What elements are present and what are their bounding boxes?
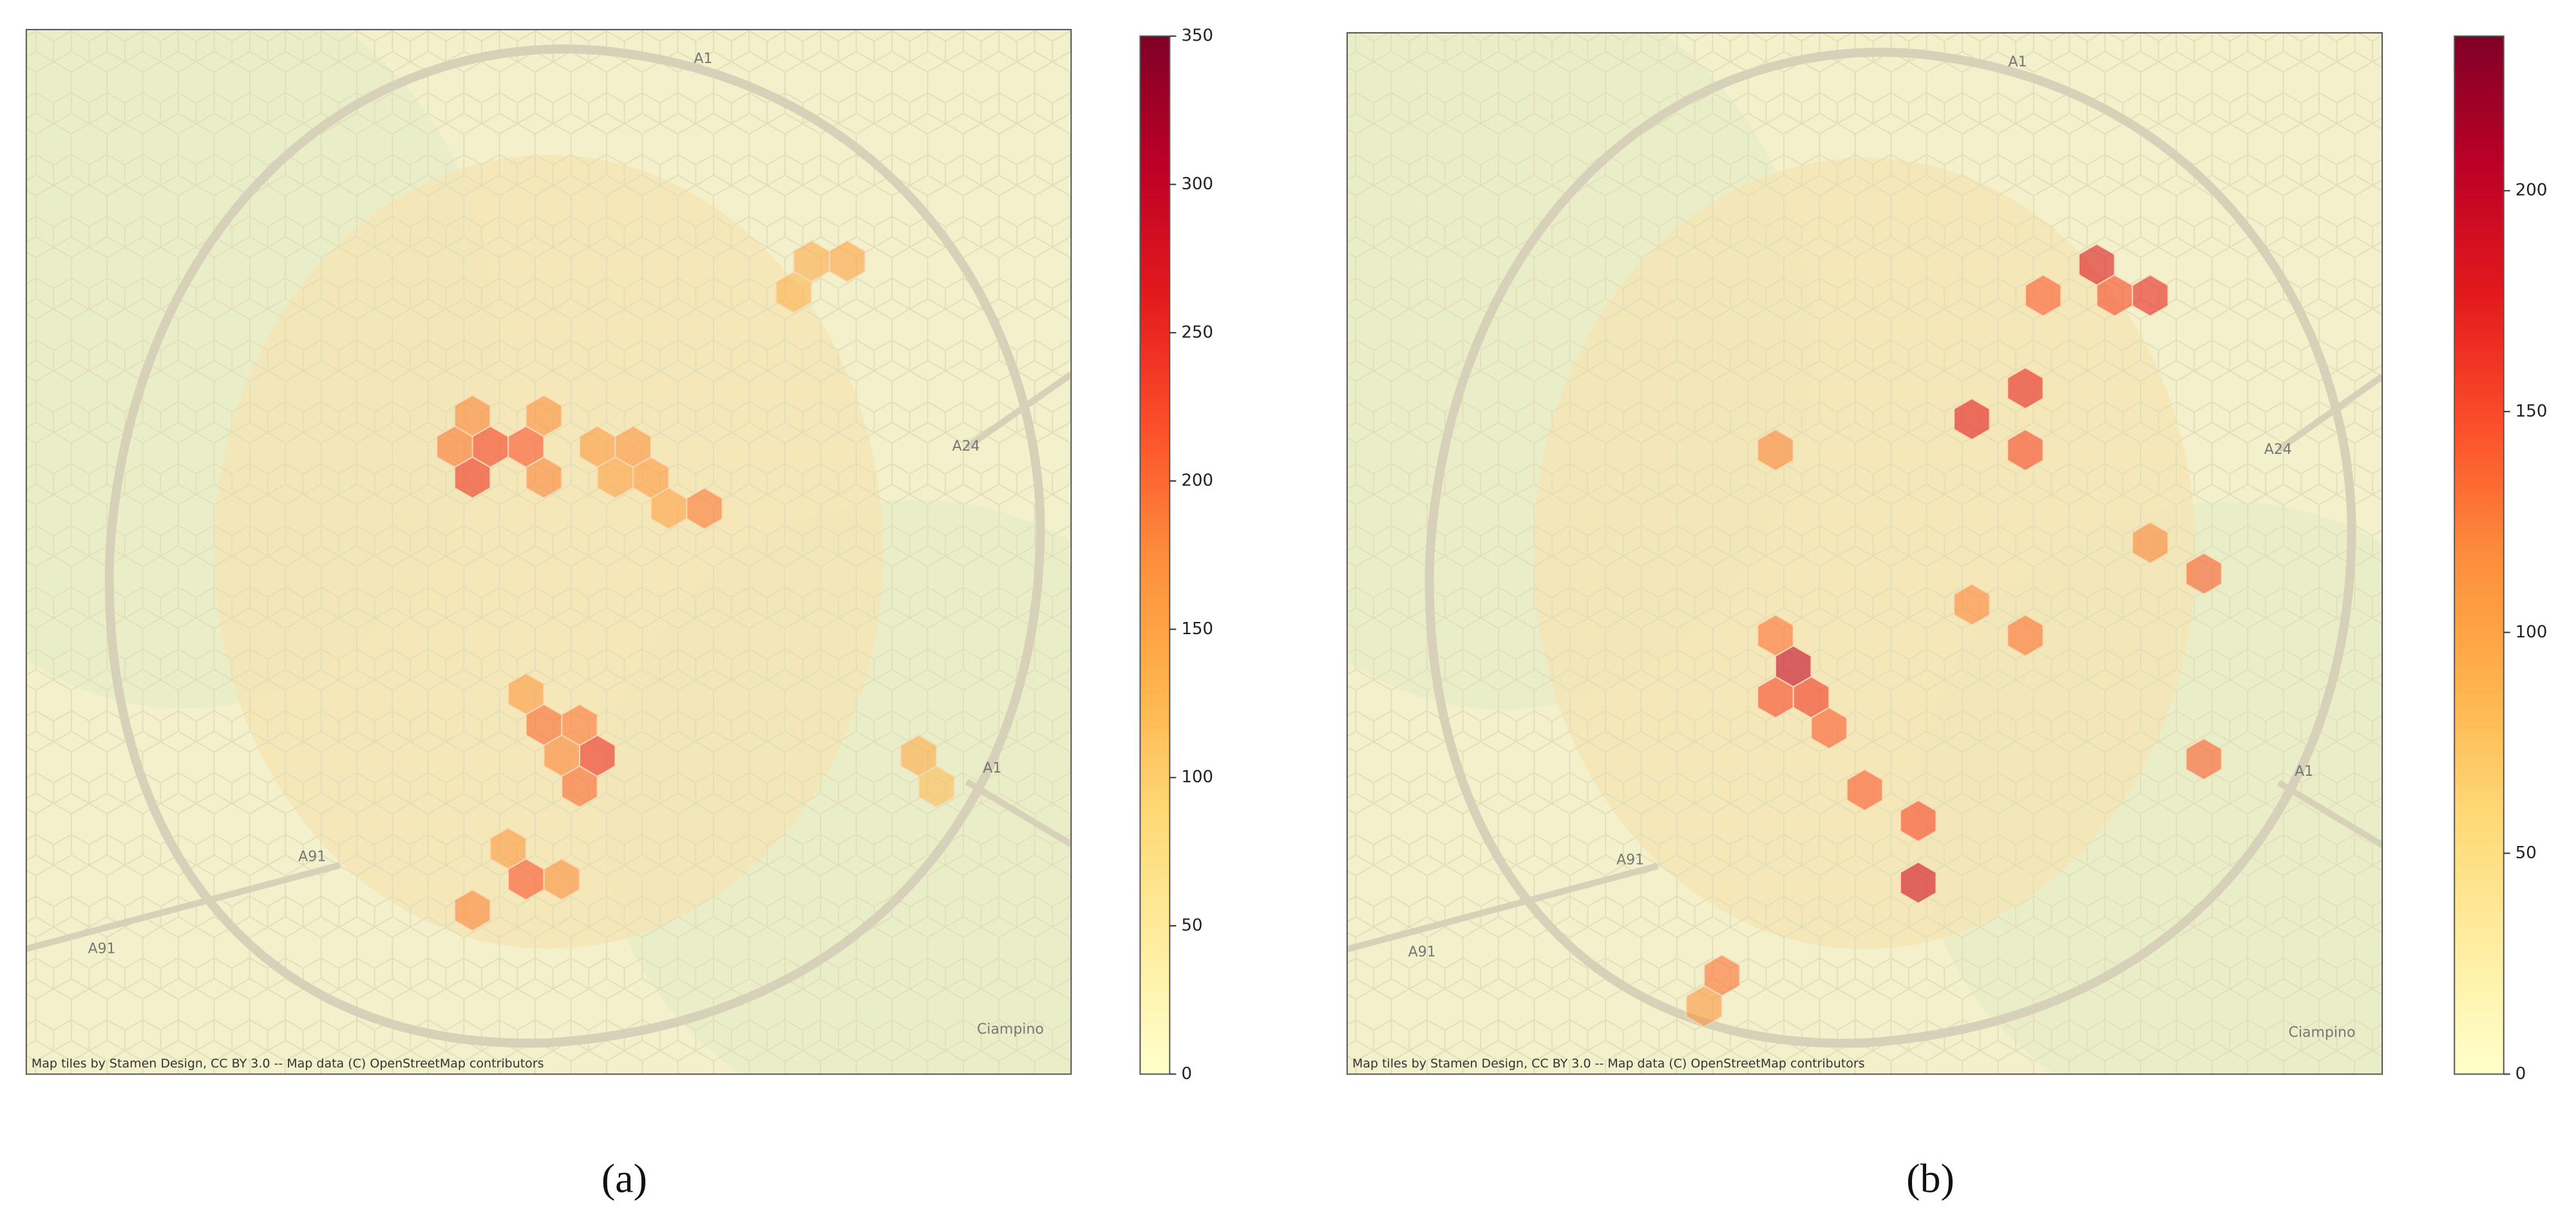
colorbar-tick-label: 150	[1181, 619, 1213, 639]
map: A1 A24 A1 A91 A91 Ciampino Map tiles by Stamen…	[26, 29, 1072, 1075]
hex-cell	[596, 456, 634, 500]
hex-cell	[1757, 614, 1794, 657]
hex-cell	[2185, 552, 2222, 596]
hex-cell	[453, 394, 491, 438]
hex-cell	[775, 270, 813, 314]
hex-cell	[543, 858, 580, 901]
colorbar-tick-label: 250	[1181, 323, 1213, 342]
map-panel: A1 A24 A1 A91 A91 Ciampino Map tiles by Stamen…	[25, 26, 1213, 1201]
hex-cell	[1810, 706, 1848, 750]
hex-cell	[561, 765, 598, 809]
colorbar	[1139, 35, 1171, 1075]
motorway	[1347, 373, 2382, 953]
colorbar-tick-label: 50	[1181, 916, 1202, 935]
place-label: A1	[2295, 764, 2313, 780]
place-label: Ciampino	[2289, 1025, 2356, 1041]
colorbar-tick-label: 300	[1181, 174, 1213, 194]
hex-cell	[2185, 737, 2222, 781]
hex-cell	[1953, 397, 1991, 441]
place-label: A1	[2008, 54, 2027, 70]
colorbar-tick-label: 100	[1181, 767, 1213, 787]
map-panel: A1 A24 A1 A91 A91 Ciampino Map tiles by Stamen…	[1346, 32, 2548, 1201]
panel-caption: (a)	[601, 1155, 647, 1201]
hex-cell	[828, 240, 866, 283]
colorbar-tick-label: 0	[2515, 1064, 2526, 1084]
ring-road	[104, 44, 1045, 1048]
hex-cell	[650, 487, 688, 531]
hex-grid	[1347, 33, 2382, 1075]
hex-cell	[2007, 614, 2044, 657]
place-label: A91	[88, 941, 116, 957]
colorbar	[2454, 35, 2505, 1075]
hex-cell	[2024, 274, 2062, 317]
hex-cell	[2007, 366, 2044, 410]
motorway	[26, 371, 1072, 952]
hex-cell	[507, 672, 545, 716]
place-label: A24	[2264, 442, 2292, 458]
hex-cell	[918, 765, 955, 809]
place-label: A1	[694, 51, 712, 67]
hex-cell	[489, 827, 527, 870]
map-frame	[25, 28, 1072, 1075]
hex-cell	[1953, 583, 1991, 626]
hex-cell	[1899, 861, 1937, 905]
attribution: Map tiles by Stamen Design, CC BY 3.0 --…	[32, 1057, 544, 1071]
hex-grid	[26, 29, 1072, 1075]
place-label: A1	[983, 760, 1001, 776]
place-label: A24	[952, 438, 980, 455]
colorbar-tick-label: 100	[2515, 623, 2548, 642]
place-label: A91	[298, 849, 326, 865]
colorbar-tick-label: 50	[2515, 843, 2537, 863]
ring-road	[1425, 48, 2356, 1048]
hex-cell	[525, 394, 563, 438]
colorbar-tick-label: 200	[2515, 181, 2548, 200]
hex-cell	[1899, 799, 1937, 843]
colorbar-tick-label: 200	[1181, 471, 1213, 491]
hex-cell	[2132, 521, 2169, 565]
place-label: A91	[1616, 852, 1644, 869]
colorbar-tick-label: 0	[1181, 1064, 1192, 1084]
attribution: Map tiles by Stamen Design, CC BY 3.0 --…	[1352, 1057, 1865, 1071]
map: A1 A24 A1 A91 A91 Ciampino Map tiles by Stamen…	[1347, 33, 2382, 1075]
hex-cell	[2096, 274, 2134, 317]
hex-cell	[453, 888, 491, 932]
hex-cell	[2007, 428, 2044, 472]
hex-cell	[525, 456, 563, 500]
hex-cell	[1685, 984, 1723, 1028]
hex-cell	[1846, 768, 1884, 812]
place-label: A91	[1408, 944, 1436, 961]
panel-caption: (b)	[1906, 1155, 1955, 1201]
map-frame	[1346, 32, 2383, 1075]
colorbar-tick-label: 350	[1181, 26, 1213, 46]
colorbar-tick-label: 150	[2515, 402, 2548, 421]
place-label: Ciampino	[977, 1021, 1044, 1037]
hex-cell	[1757, 428, 1794, 472]
